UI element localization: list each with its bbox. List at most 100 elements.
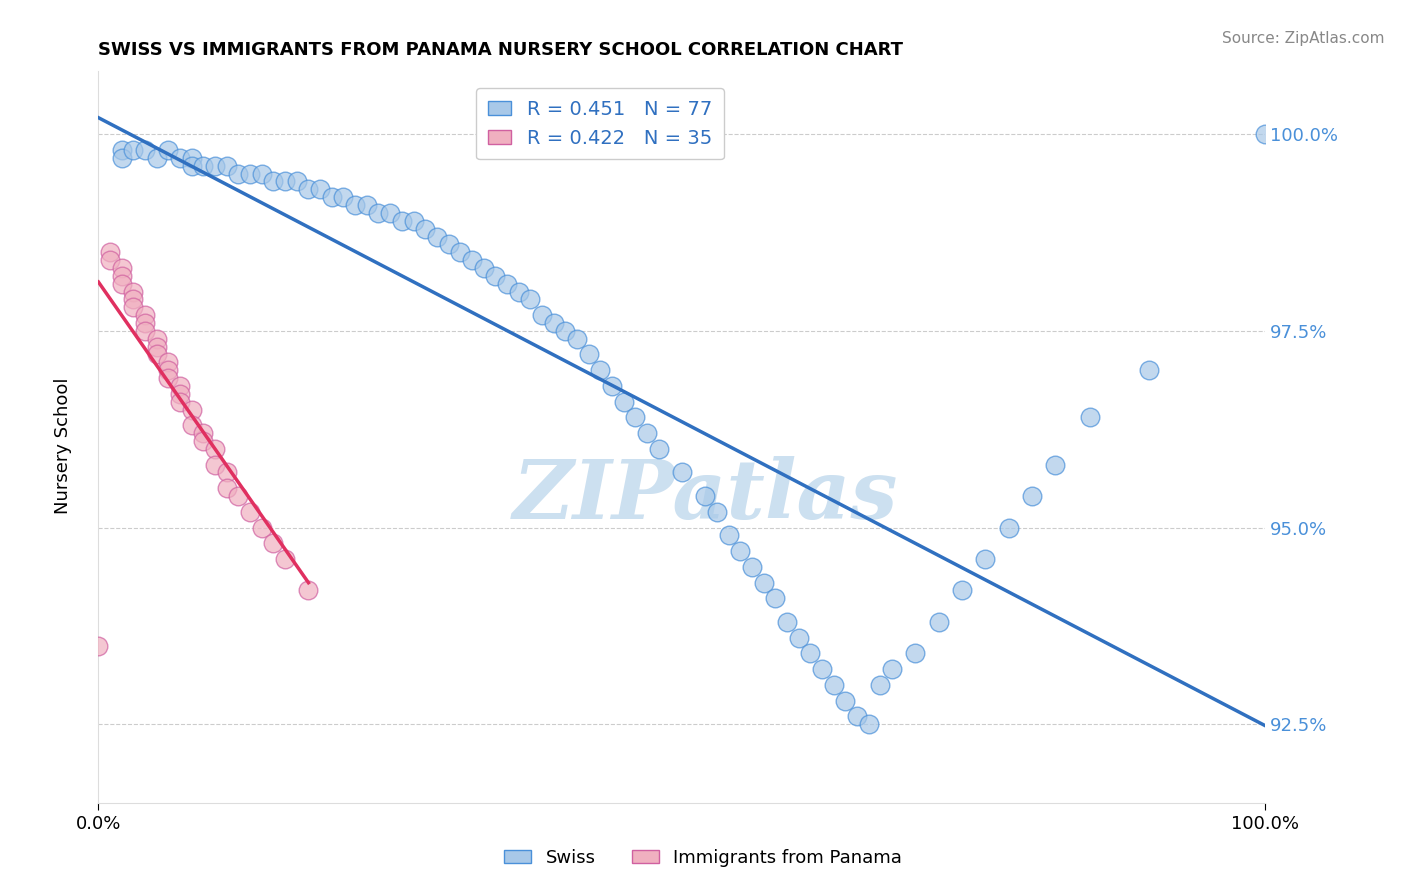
Point <box>193 434 215 448</box>
Point <box>157 371 180 385</box>
Text: Nursery School: Nursery School <box>55 377 72 515</box>
Point <box>846 709 869 723</box>
Point <box>799 646 821 660</box>
Point <box>811 662 834 676</box>
Point <box>122 293 145 307</box>
Point <box>484 268 506 283</box>
Point <box>122 285 145 299</box>
Point <box>297 583 319 598</box>
Point <box>180 151 202 165</box>
Point <box>367 206 389 220</box>
Point <box>239 167 262 181</box>
Point <box>332 190 354 204</box>
Point <box>413 221 436 235</box>
Point <box>215 466 238 480</box>
Point <box>496 277 519 291</box>
Point <box>122 143 145 157</box>
Point <box>869 678 891 692</box>
Point <box>565 332 588 346</box>
Point <box>98 245 121 260</box>
Point <box>169 387 191 401</box>
Point <box>204 458 226 472</box>
Point <box>834 693 856 707</box>
Point <box>706 505 728 519</box>
Point <box>1045 458 1067 472</box>
Point <box>671 466 693 480</box>
Legend: R = 0.451   N = 77, R = 0.422   N = 35: R = 0.451 N = 77, R = 0.422 N = 35 <box>477 88 724 160</box>
Point <box>262 536 284 550</box>
Point <box>87 639 110 653</box>
Point <box>695 489 717 503</box>
Point <box>1254 128 1277 142</box>
Point <box>530 308 553 322</box>
Point <box>823 678 845 692</box>
Point <box>402 214 425 228</box>
Point <box>146 347 169 361</box>
Point <box>134 308 156 322</box>
Point <box>193 159 215 173</box>
Point <box>180 402 202 417</box>
Point <box>215 159 238 173</box>
Point <box>134 316 156 330</box>
Point <box>449 245 471 260</box>
Point <box>250 520 273 534</box>
Point <box>543 316 565 330</box>
Point <box>1021 489 1043 503</box>
Point <box>730 544 752 558</box>
Point <box>717 528 740 542</box>
Point <box>309 182 332 196</box>
Point <box>111 277 134 291</box>
Point <box>274 552 297 566</box>
Point <box>98 253 121 268</box>
Point <box>508 285 530 299</box>
Point <box>554 324 576 338</box>
Point <box>321 190 343 204</box>
Point <box>111 260 134 275</box>
Point <box>752 575 775 590</box>
Text: SWISS VS IMMIGRANTS FROM PANAMA NURSERY SCHOOL CORRELATION CHART: SWISS VS IMMIGRANTS FROM PANAMA NURSERY … <box>98 41 904 59</box>
Point <box>180 418 202 433</box>
Point <box>228 167 250 181</box>
Point <box>578 347 600 361</box>
Point <box>624 410 647 425</box>
Point <box>636 426 658 441</box>
Point <box>997 520 1019 534</box>
Point <box>600 379 623 393</box>
Point <box>111 143 134 157</box>
Point <box>204 159 226 173</box>
Point <box>262 174 284 188</box>
Point <box>776 615 799 629</box>
Point <box>274 174 297 188</box>
Point <box>134 324 156 338</box>
Point <box>426 229 449 244</box>
Legend: Swiss, Immigrants from Panama: Swiss, Immigrants from Panama <box>496 842 910 874</box>
Point <box>787 631 810 645</box>
Point <box>157 355 180 369</box>
Point <box>134 143 156 157</box>
Point <box>169 379 191 393</box>
Point <box>613 394 636 409</box>
Point <box>169 394 191 409</box>
Point <box>111 151 134 165</box>
Point <box>285 174 308 188</box>
Point <box>437 237 460 252</box>
Point <box>146 332 169 346</box>
Point <box>204 442 226 456</box>
Text: ZIPatlas: ZIPatlas <box>513 456 898 535</box>
Point <box>461 253 484 268</box>
Point <box>1080 410 1102 425</box>
Point <box>239 505 262 519</box>
Point <box>146 151 169 165</box>
Point <box>122 301 145 315</box>
Point <box>157 363 180 377</box>
Point <box>904 646 927 660</box>
Point <box>193 426 215 441</box>
Point <box>215 481 238 495</box>
Point <box>880 662 903 676</box>
Point <box>169 151 191 165</box>
Point <box>589 363 612 377</box>
Point <box>356 198 378 212</box>
Point <box>380 206 402 220</box>
Point <box>228 489 250 503</box>
Point <box>858 717 880 731</box>
